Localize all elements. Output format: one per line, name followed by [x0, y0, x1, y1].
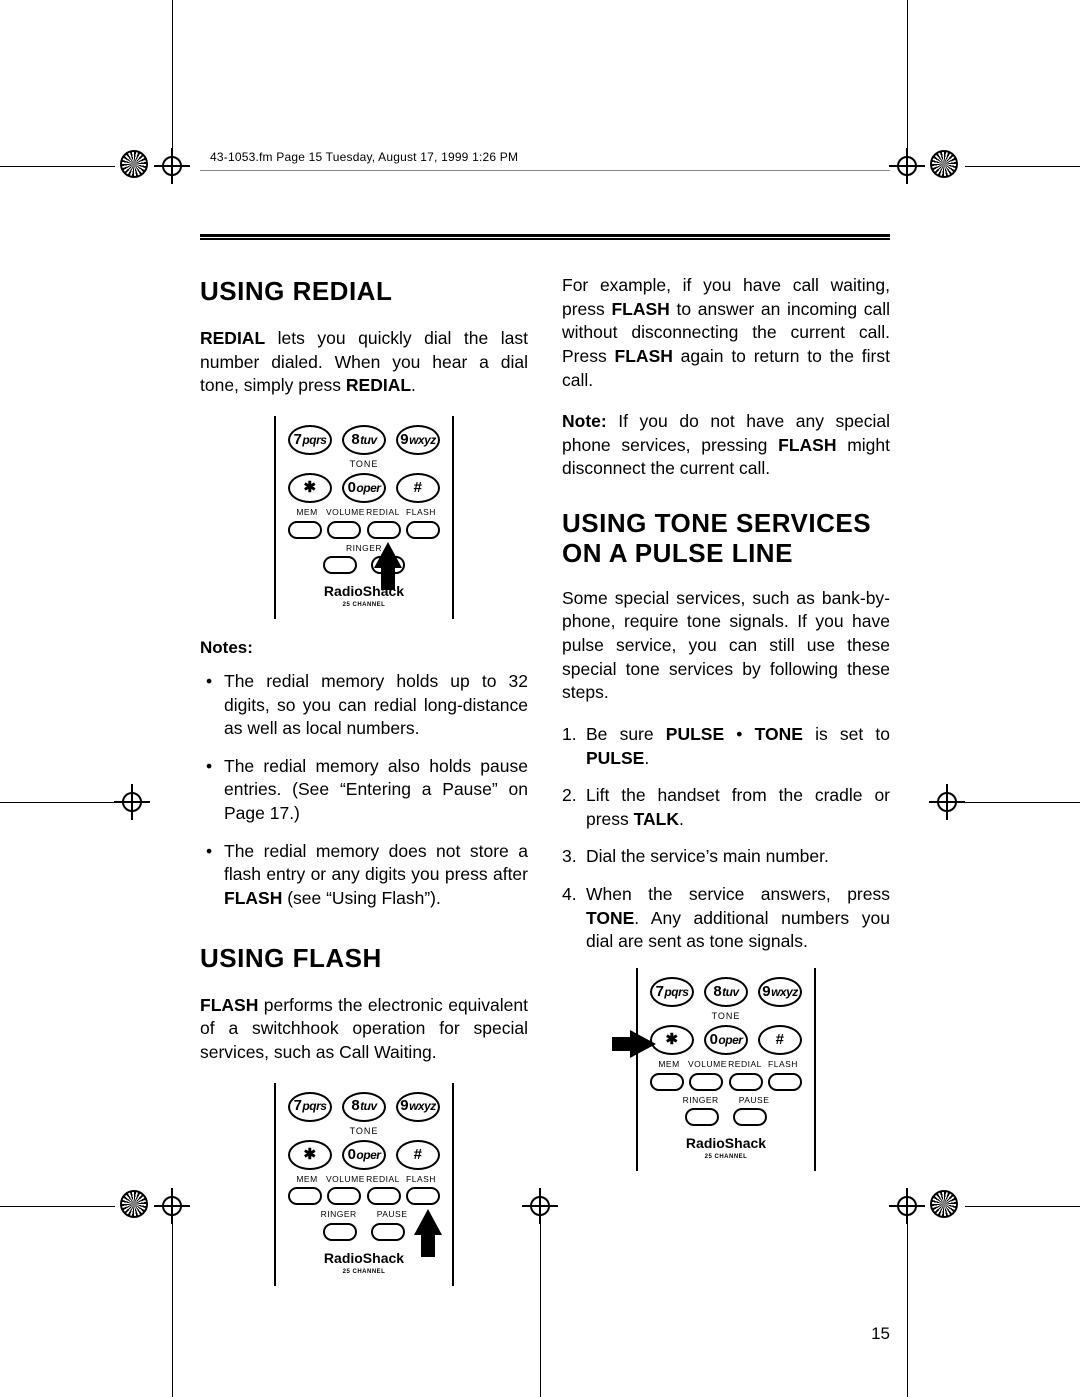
keypad: 7pqrs 8tuv 9wxyz TONE ✱ 0oper # MEM VOLU…: [274, 416, 454, 619]
list-item: The redial memory does not store a flash…: [224, 840, 528, 911]
key-hash: #: [396, 1140, 440, 1170]
key-9: 9wxyz: [758, 977, 802, 1007]
redial-word: REDIAL: [200, 328, 265, 348]
key-star: ✱: [288, 473, 332, 503]
notes-heading: Notes:: [200, 637, 528, 660]
volume-button: [327, 1187, 361, 1205]
header-rule: [200, 170, 890, 171]
keypad-figure-tone: 7pqrs 8tuv 9wxyz TONE ✱ 0oper # MEM VOLU…: [562, 968, 890, 1171]
key-0: 0oper: [342, 1140, 386, 1170]
right-column: For example, if you have call waiting, p…: [562, 274, 890, 1304]
list-item: The redial memory also holds pause entri…: [224, 755, 528, 826]
redial-button: [367, 521, 401, 539]
key-hash: #: [758, 1025, 802, 1055]
flash-heading: USING FLASH: [200, 941, 528, 976]
key-hash: #: [396, 473, 440, 503]
arrow-icon: [630, 1030, 656, 1058]
step-3: Dial the service’s main number.: [586, 845, 890, 869]
key-8: 8tuv: [704, 977, 748, 1007]
mem-button: [288, 521, 322, 539]
mem-button: [288, 1187, 322, 1205]
key-7: 7pqrs: [650, 977, 694, 1007]
key-9: 9wxyz: [396, 1092, 440, 1122]
redial-button: [729, 1073, 763, 1091]
mem-button: [650, 1073, 684, 1091]
ringer-button: [685, 1108, 719, 1126]
keypad: 7pqrs 8tuv 9wxyz TONE ✱ 0oper # MEM VOLU…: [636, 968, 816, 1171]
key-0: 0oper: [704, 1025, 748, 1055]
pause-button: [371, 1223, 405, 1241]
keypad: 7pqrs 8tuv 9wxyz TONE ✱ 0oper # MEM VOLU…: [274, 1083, 454, 1286]
keypad-figure-redial: 7pqrs 8tuv 9wxyz TONE ✱ 0oper # MEM VOLU…: [200, 416, 528, 619]
redial-paragraph: REDIAL lets you quickly dial the last nu…: [200, 327, 528, 398]
redial-notes-list: The redial memory holds up to 32 digits,…: [200, 670, 528, 911]
tone-heading: USING TONE SERVICES ON A PULSE LINE: [562, 509, 890, 569]
flash-paragraph: FLASH performs the electronic equivalent…: [200, 994, 528, 1065]
two-column-layout: USING REDIAL REDIAL lets you quickly dia…: [200, 274, 890, 1304]
step-2: Lift the handset from the cradle or pres…: [586, 784, 890, 831]
key-8: 8tuv: [342, 1092, 386, 1122]
tone-intro: Some special services, such as bank-by-p…: [562, 587, 890, 705]
flash-button: [768, 1073, 802, 1091]
running-head: 43-1053.fm Page 15 Tuesday, August 17, 1…: [210, 150, 890, 164]
top-rule: [200, 234, 890, 240]
redial-button: [367, 1187, 401, 1205]
flash-button: [406, 1187, 440, 1205]
step-4: When the service answers, press TONE. An…: [586, 883, 890, 954]
fn-labels: MEM VOLUME REDIAL FLASH: [288, 507, 440, 518]
redial-heading: USING REDIAL: [200, 274, 528, 309]
page-number: 15: [871, 1324, 890, 1344]
key-7: 7pqrs: [288, 1092, 332, 1122]
flash-continued-1: For example, if you have call waiting, p…: [562, 274, 890, 392]
keypad-figure-flash: 7pqrs 8tuv 9wxyz TONE ✱ 0oper # MEM VOLU…: [200, 1083, 528, 1286]
page-content: 43-1053.fm Page 15 Tuesday, August 17, 1…: [200, 150, 890, 1304]
key-7: 7pqrs: [288, 425, 332, 455]
arrow-icon: [414, 1209, 442, 1235]
step-1: Be sure PULSE • TONE is set to PULSE.: [586, 723, 890, 770]
volume-button: [327, 521, 361, 539]
flash-continued-note: Note: If you do not have any special pho…: [562, 410, 890, 481]
tone-label: TONE: [288, 458, 440, 470]
key-8: 8tuv: [342, 425, 386, 455]
arrow-icon: [374, 542, 402, 568]
ringer-button: [323, 556, 357, 574]
flash-button: [406, 521, 440, 539]
list-item: The redial memory holds up to 32 digits,…: [224, 670, 528, 741]
key-star: ✱: [288, 1140, 332, 1170]
brand-label: RadioShack 25 CHANNEL: [288, 582, 440, 609]
pause-button: [733, 1108, 767, 1126]
ringer-button: [323, 1223, 357, 1241]
left-column: USING REDIAL REDIAL lets you quickly dia…: [200, 274, 528, 1304]
volume-button: [689, 1073, 723, 1091]
key-star: ✱: [650, 1025, 694, 1055]
key-9: 9wxyz: [396, 425, 440, 455]
tone-steps: Be sure PULSE • TONE is set to PULSE. Li…: [562, 723, 890, 954]
key-0: 0oper: [342, 473, 386, 503]
